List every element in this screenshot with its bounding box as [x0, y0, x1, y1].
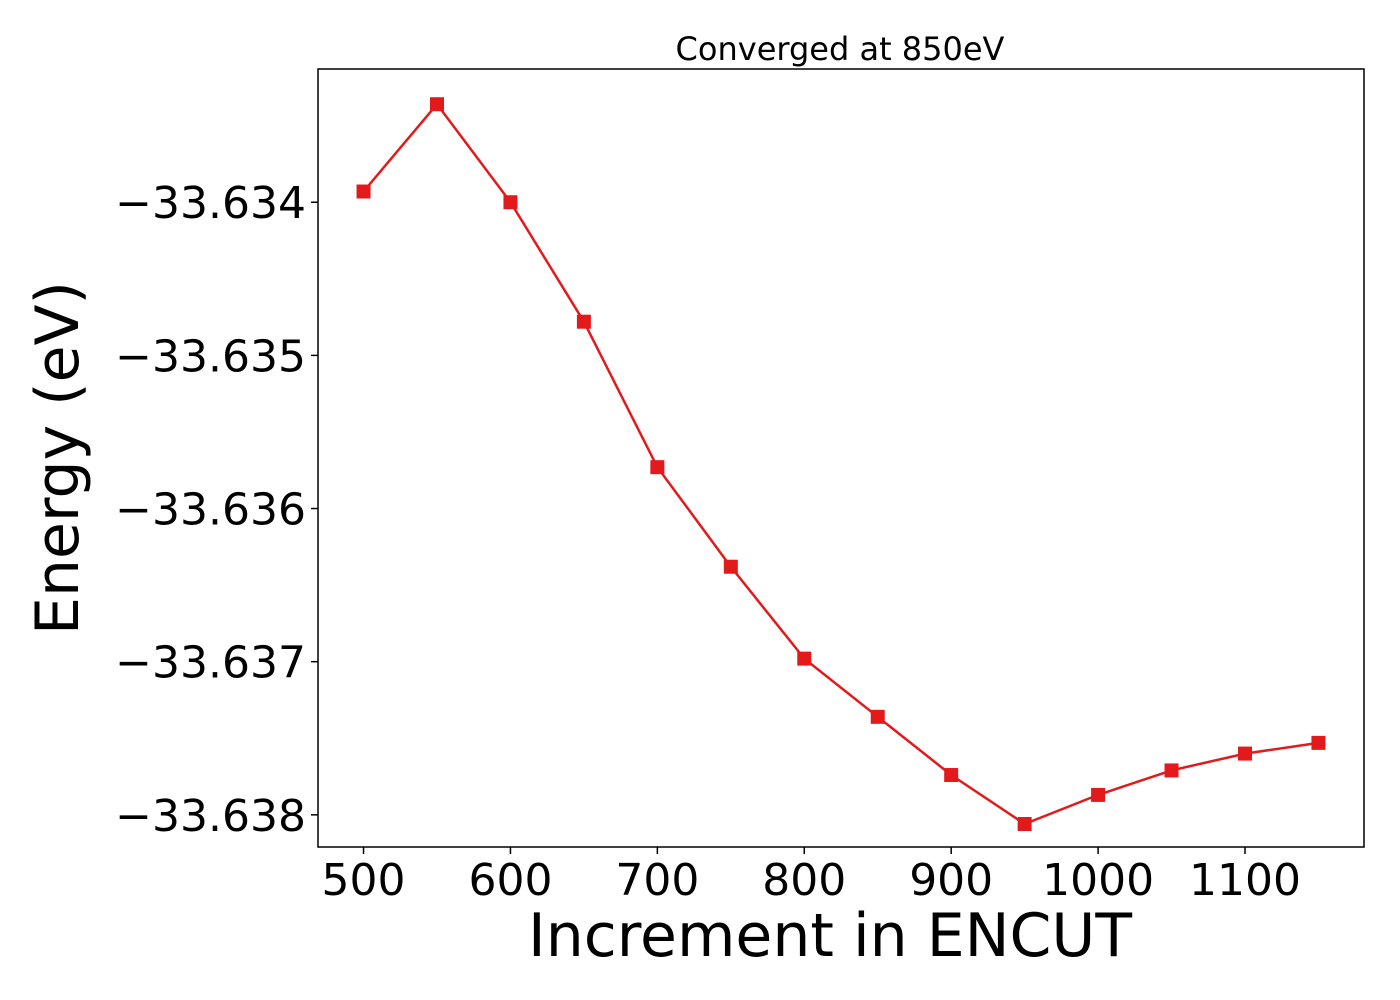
- chart-title: Converged at 850eV: [676, 30, 1005, 68]
- data-point-marker: [1164, 763, 1179, 778]
- y-tick-label: −33.638: [115, 791, 306, 842]
- plot-area-frame: [317, 68, 1365, 848]
- x-tick-label: 700: [615, 855, 699, 906]
- y-tick-label: −33.634: [115, 178, 306, 229]
- y-axis-title: Energy (eV): [23, 281, 93, 635]
- data-point-marker: [1017, 817, 1032, 832]
- x-axis-title: Increment in ENCUT: [528, 901, 1132, 971]
- series-line: [362, 102, 1319, 826]
- y-axis: −33.634 −33.635 −33.636 −33.637 −33.638: [115, 178, 318, 842]
- data-point-marker: [1238, 746, 1253, 761]
- data-point-marker: [723, 559, 738, 574]
- data-point-marker: [1091, 787, 1106, 802]
- data-point-marker: [356, 184, 371, 199]
- x-tick-label: 500: [322, 855, 406, 906]
- x-tick-label: 1000: [1042, 855, 1154, 906]
- data-point-marker: [797, 651, 812, 666]
- y-tick-label: −33.636: [115, 485, 306, 536]
- data-point-marker: [650, 460, 665, 475]
- data-point-marker: [870, 709, 885, 724]
- x-tick-label: 600: [468, 855, 552, 906]
- x-tick-label: 1100: [1189, 855, 1301, 906]
- x-tick-label: 900: [909, 855, 993, 906]
- data-point-marker: [503, 195, 518, 210]
- data-point-marker: [944, 768, 959, 783]
- x-axis: 500 600 700 800 900 1000 1100: [322, 847, 1301, 906]
- y-tick-label: −33.635: [115, 331, 306, 382]
- series-layer: [356, 97, 1326, 832]
- y-tick-label: −33.637: [115, 638, 306, 689]
- data-point-marker: [429, 97, 444, 112]
- x-tick-label: 800: [762, 855, 846, 906]
- data-point-marker: [1311, 735, 1326, 750]
- data-point-marker: [576, 314, 591, 329]
